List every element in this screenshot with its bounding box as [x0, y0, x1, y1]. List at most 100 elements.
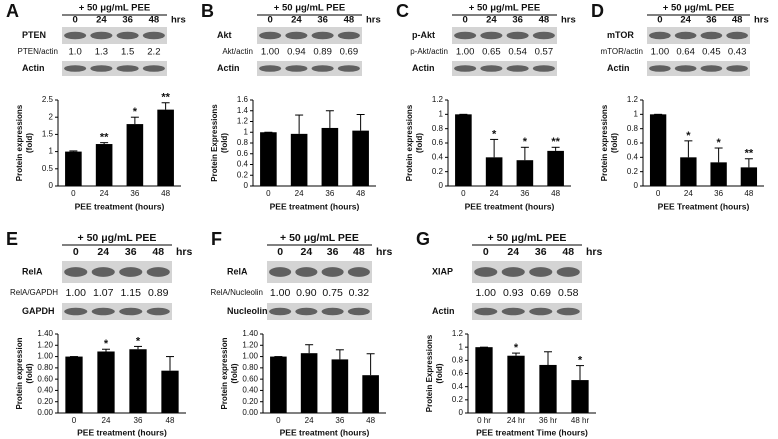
- unit-label: hrs: [176, 246, 193, 258]
- ratio-label: RelA/GAPDH: [10, 288, 58, 297]
- bar: [455, 114, 472, 186]
- blot-band: [90, 65, 113, 72]
- y-tick-label: 0.00: [37, 408, 53, 417]
- y-tick-label: 1.2: [452, 329, 464, 338]
- y-axis-label: Protein Expressions: [210, 104, 219, 182]
- bar: [507, 355, 525, 413]
- blot-band: [337, 65, 360, 72]
- x-tick-label: 36: [335, 416, 344, 425]
- y-tick-label: 0.20: [242, 397, 258, 406]
- dose-label: 24: [680, 15, 691, 26]
- y-tick-label: 1.2: [432, 95, 444, 104]
- blot: [267, 261, 372, 283]
- blot-band: [532, 31, 555, 40]
- blot-band: [501, 307, 525, 316]
- x-tick-label: 0: [656, 189, 661, 198]
- dose-label: 0: [73, 246, 79, 258]
- panel-letter: F: [211, 229, 222, 249]
- error-bar: [356, 114, 365, 131]
- y-tick-label: 0.2: [237, 170, 249, 179]
- blot-band: [529, 267, 553, 277]
- blot-band: [119, 307, 143, 316]
- y-axis-label: Protein expression: [15, 337, 24, 409]
- x-tick-label: 0: [71, 189, 76, 198]
- blot-band: [501, 267, 525, 277]
- y-tick-label: 0.6: [627, 138, 639, 147]
- error-bar: [512, 352, 520, 356]
- ratio-value: 1.00: [476, 287, 497, 299]
- error-bar: [714, 147, 723, 163]
- ratio-value: 1.00: [651, 47, 670, 58]
- y-tick-label: 0.6: [452, 369, 464, 378]
- panel-letter: E: [6, 229, 18, 249]
- dose-label: 36: [535, 246, 547, 258]
- protein-label: mTOR: [607, 30, 634, 40]
- protein-label: PTEN: [22, 30, 46, 40]
- bar: [362, 375, 379, 413]
- bar: [65, 151, 82, 186]
- ratio-value: 0.45: [702, 47, 721, 58]
- significance: *: [133, 106, 138, 118]
- dose-label: 24: [486, 15, 497, 26]
- blot-band: [700, 31, 723, 40]
- blot: [62, 61, 167, 76]
- x-axis-label: PEE treatment (hours): [280, 427, 370, 437]
- dose-label: 36: [512, 15, 523, 26]
- loading-label: Actin: [607, 63, 630, 73]
- error-bar: [366, 353, 375, 376]
- blot-band: [726, 65, 748, 72]
- y-tick-label: 0: [49, 181, 54, 190]
- ratio-value: 0.65: [482, 47, 501, 58]
- x-tick-label: 48: [366, 416, 375, 425]
- y-tick-label: 0.8: [452, 355, 464, 364]
- blot-band: [311, 65, 334, 72]
- x-tick-label: 48: [744, 189, 753, 198]
- y-axis-label: (fold): [230, 363, 239, 383]
- dose-label: 48: [562, 246, 574, 258]
- blot-band: [726, 31, 748, 40]
- blot-band: [116, 31, 139, 40]
- blot-band: [146, 307, 170, 316]
- blot: [257, 27, 362, 44]
- error-bar: [134, 345, 142, 350]
- x-tick-label: 24: [490, 189, 499, 198]
- ratio-value: 0.54: [508, 47, 527, 58]
- ratio-value: 0.64: [676, 47, 695, 58]
- blot: [267, 303, 372, 320]
- blot-band: [64, 307, 88, 316]
- blot-band: [321, 267, 344, 277]
- y-tick-label: 0.8: [627, 124, 639, 133]
- y-tick-label: 2.5: [42, 95, 54, 104]
- bar: [710, 162, 727, 186]
- significance: *: [523, 136, 528, 148]
- y-tick-label: 0.60: [242, 374, 258, 383]
- y-tick-label: 0: [439, 181, 444, 190]
- significance: *: [104, 338, 109, 350]
- ratio-value: 0.58: [558, 287, 579, 299]
- y-tick-label: 1: [244, 127, 249, 136]
- loading-label: Nucleolin: [227, 306, 268, 316]
- blot-band: [116, 65, 139, 72]
- blot-band: [90, 31, 113, 40]
- blot-band: [532, 65, 555, 72]
- x-tick-label: 24: [684, 189, 693, 198]
- x-tick-label: 0 hr: [477, 416, 491, 425]
- error-bar: [576, 365, 584, 381]
- bar: [485, 157, 503, 186]
- y-tick-label: 0.4: [237, 160, 249, 169]
- ratio-label: p-Akt/actin: [410, 47, 448, 56]
- bar: [97, 351, 115, 413]
- blot-band: [64, 267, 88, 277]
- bar: [649, 114, 667, 186]
- blot-band: [91, 267, 115, 277]
- y-tick-label: 0.2: [627, 167, 639, 176]
- significance: **: [551, 136, 560, 148]
- blot: [452, 27, 557, 44]
- x-tick-label: 24: [305, 416, 314, 425]
- dose-label: 24: [301, 246, 313, 258]
- y-tick-label: 1.20: [37, 340, 53, 349]
- blot-band: [480, 65, 503, 72]
- bar: [740, 167, 758, 186]
- blot-band: [337, 31, 360, 40]
- y-tick-label: 0: [634, 181, 639, 190]
